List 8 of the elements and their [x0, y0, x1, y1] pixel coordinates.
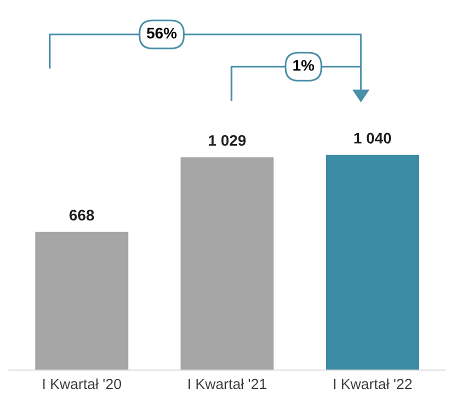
x-tick-label: I Kwartał '20 — [43, 378, 122, 390]
data-label: 1 040 — [354, 132, 392, 144]
x-tick-label: I Kwartał '21 — [188, 378, 266, 390]
data-label: 1 029 — [208, 135, 246, 146]
x-tick-label: I Kwartał '22 — [334, 378, 412, 390]
data-label: 668 — [70, 210, 94, 221]
text: 56% — [146, 28, 177, 39]
text: 1% — [293, 60, 314, 71]
